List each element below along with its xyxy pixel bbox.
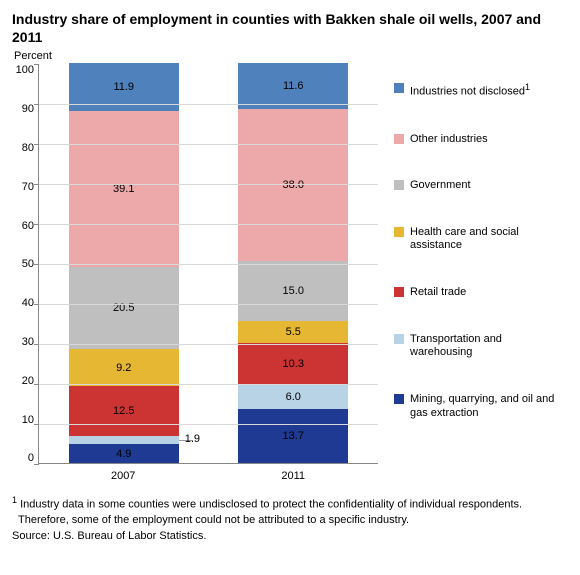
segment-value-label: 4.9 [116,448,131,460]
legend-label: Transportation and warehousing [410,333,564,361]
legend-label: Mining, quarrying, and oil and gas extra… [410,393,564,421]
segment-value-label: 6.0 [286,391,301,403]
segment-transport: 1.9 [69,436,179,444]
chart-title: Industry share of employment in counties… [12,10,568,46]
source-line: Source: U.S. Bureau of Labor Statistics. [12,530,568,542]
legend-label: Retail trade [410,286,466,300]
segment-value-label: 15.0 [283,285,304,297]
segment-value-label: 13.7 [283,430,304,442]
ytick-label: 10 [12,414,34,426]
y-axis-label: Percent [14,50,568,62]
ytick-label: 90 [12,103,34,115]
ytick-label: 80 [12,142,34,154]
legend-item-other: Other industries [394,133,564,147]
segment-retail: 12.5 [69,386,179,436]
ytick-label: 50 [12,258,34,270]
segment-value-label: 1.9 [185,433,200,445]
chart-area: 100 90 80 70 60 50 40 30 20 10 0 4.9 1.9 1… [12,64,568,464]
ytick-label: 30 [12,336,34,348]
legend-item-govt: Government [394,179,564,193]
segment-govt: 20.5 [69,267,179,349]
ytick-label: 0 [12,452,34,464]
legend-label: Other industries [410,133,488,147]
segment-mining: 4.9 [69,444,179,464]
plot-region: 4.91.912.59.220.539.111.913.76.010.35.51… [38,64,378,464]
ytick-label: 100 [12,64,34,76]
legend: Industries not disclosed1 Other industrie… [394,64,564,464]
legend-label: Industries not disclosed1 [410,82,530,99]
legend-item-undisclosed: Industries not disclosed1 [394,82,564,99]
bar-2011: 13.7 6.0 10.3 5.5 15.0 38.0 11.6 [238,63,348,463]
legend-swatch [394,287,404,297]
segment-mining: 13.7 [238,409,348,464]
footnote-marker: 1 [12,495,17,505]
legend-swatch [394,334,404,344]
segment-undisclosed: 11.6 [238,63,348,109]
legend-swatch [394,394,404,404]
segment-govt: 15.0 [238,261,348,321]
legend-item-mining: Mining, quarrying, and oil and gas extra… [394,393,564,421]
legend-swatch [394,83,404,93]
segment-value-label: 9.2 [116,362,131,374]
legend-swatch [394,227,404,237]
segment-other: 38.0 [238,109,348,261]
ytick-label: 20 [12,375,34,387]
x-category-label: 2011 [281,470,305,482]
legend-item-transport: Transportation and warehousing [394,333,564,361]
segment-value-label: 10.3 [283,358,304,370]
ytick-label: 70 [12,181,34,193]
segment-value-label: 11.9 [113,81,134,93]
footnote-text: Industry data in some counties were undi… [18,499,522,526]
segment-other: 39.1 [69,111,179,267]
legend-label: Health care and social assistance [410,226,564,254]
legend-swatch [394,134,404,144]
segment-health: 5.5 [238,321,348,343]
segment-value-label: 11.6 [283,80,304,92]
x-axis: 2007 2011 [38,470,378,482]
footnote: 1 Industry data in some counties were un… [12,494,568,527]
segment-value-label: 38.0 [283,179,304,191]
segment-retail: 10.3 [238,343,348,384]
x-category-label: 2007 [111,470,135,482]
ytick-label: 60 [12,220,34,232]
segment-transport: 6.0 [238,385,348,409]
legend-item-health: Health care and social assistance [394,226,564,254]
segment-value-label: 12.5 [113,405,134,417]
legend-item-retail: Retail trade [394,286,564,300]
legend-swatch [394,180,404,190]
segment-value-label: 5.5 [286,326,301,338]
legend-label: Government [410,179,471,193]
segment-health: 9.2 [69,349,179,386]
ytick-label: 40 [12,297,34,309]
